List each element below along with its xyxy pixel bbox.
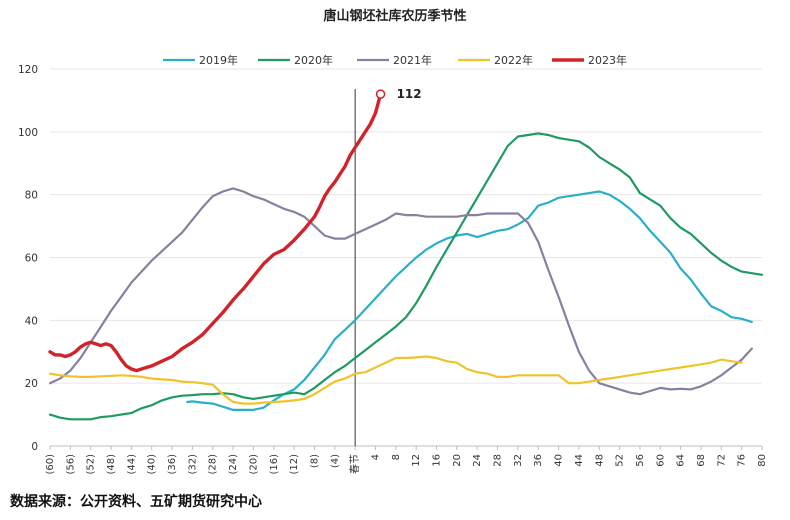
annotation: 112	[375, 87, 422, 101]
series-line-2020年	[48, 132, 764, 421]
x-tick-label: 72	[716, 454, 727, 467]
x-tick-label: 20	[452, 454, 463, 467]
x-tick-label: 80	[757, 454, 768, 467]
x-tick-label: (8)	[309, 454, 320, 468]
x-tick-label: 60	[655, 454, 666, 467]
legend-label: 2021年	[393, 53, 432, 67]
legend-label: 2022年	[494, 53, 533, 67]
series-group	[48, 92, 764, 421]
grid	[50, 68, 762, 384]
chart: 唐山钢坯社库农历季节性 2019年 2020年 2021年 2022年 2023年 0 2…	[18, 8, 768, 475]
y-tick-label: 120	[18, 64, 38, 76]
y-tick-label: 0	[31, 441, 38, 453]
chart-title: 唐山钢坯社库农历季节性	[323, 8, 466, 24]
series-line-2019年	[186, 190, 753, 411]
x-tick-label: (48)	[106, 454, 117, 475]
legend: 2019年 2020年 2021年 2022年 2023年	[163, 53, 627, 67]
y-tick-label: 80	[25, 190, 38, 202]
annotation-marker	[375, 89, 386, 99]
x-tick-label: (24)	[228, 454, 239, 475]
x-tick-label: (20)	[248, 454, 259, 475]
x-tick-label: 12	[411, 454, 422, 467]
x-tick-label: 春节	[349, 454, 361, 474]
y-tick-label: 60	[25, 253, 38, 265]
legend-label: 2023年	[588, 53, 627, 67]
x-tick-label: 28	[493, 454, 504, 467]
y-tick-label: 40	[25, 315, 38, 327]
y-tick-label: 20	[25, 378, 38, 390]
x-tick-label: 44	[574, 454, 585, 467]
x-tick-label: (28)	[208, 454, 219, 475]
x-tick-label: (40)	[147, 454, 158, 475]
y-axis: 0 20 40 60 80 100 120	[18, 64, 38, 453]
x-tick-label: 16	[432, 454, 443, 467]
x-tick-label: 64	[676, 454, 687, 467]
x-tick-label: (52)	[86, 454, 97, 475]
annotation-label: 112	[397, 87, 422, 101]
x-tick-label: 40	[554, 454, 565, 467]
series-line-2023年	[48, 92, 383, 373]
x-tick-label: 52	[615, 454, 626, 467]
legend-label: 2019年	[199, 53, 238, 67]
y-tick-label: 100	[18, 127, 38, 139]
legend-label: 2020年	[294, 53, 333, 67]
series-line-2022年	[48, 355, 743, 405]
x-tick-label: (32)	[187, 454, 198, 475]
x-tick-label: (60)	[45, 454, 56, 475]
x-tick-label: 56	[635, 454, 646, 467]
x-tick-label: (16)	[269, 454, 280, 475]
series-line-2021年	[48, 187, 753, 396]
x-tick-label: 4	[370, 454, 381, 460]
x-tick-label: (44)	[126, 454, 137, 475]
x-tick-label: 36	[533, 454, 544, 467]
source-note: 数据来源：公开资料、五矿期货研究中心	[10, 494, 262, 510]
x-tick-label: (56)	[65, 454, 76, 475]
x-tick-label: (12)	[289, 454, 300, 475]
x-tick-label: 68	[696, 454, 707, 467]
x-tick-label: 48	[594, 454, 605, 467]
x-tick-label: (4)	[330, 454, 341, 468]
x-tick-label: 24	[472, 454, 483, 467]
x-tick-label: 32	[513, 454, 524, 467]
x-tick-label: (36)	[167, 454, 178, 475]
x-tick-label: 76	[737, 454, 748, 467]
x-axis: (60) (56) (52) (48) (44) (40) (36) (32) (28) (24)…	[45, 445, 768, 475]
x-tick-label: 8	[391, 454, 402, 460]
